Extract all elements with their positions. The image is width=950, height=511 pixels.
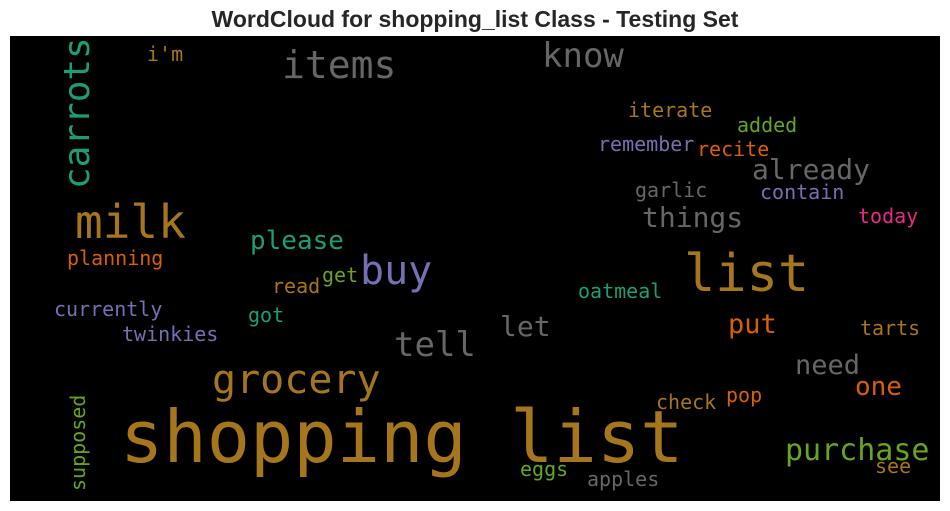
word-tell: tell xyxy=(394,325,476,365)
word-supposed: supposed xyxy=(66,394,90,491)
word-iterate: iterate xyxy=(628,98,713,122)
word-know: know xyxy=(542,36,624,76)
word-see: see xyxy=(875,454,912,478)
word-remember: remember xyxy=(598,132,695,156)
word-one: one xyxy=(855,372,902,402)
word-contain: contain xyxy=(760,180,845,204)
word-buy: buy xyxy=(360,248,433,294)
word-shopping-list: shopping list xyxy=(120,395,684,479)
word-tarts: tarts xyxy=(860,316,921,340)
word-added: added xyxy=(737,113,798,137)
word-get: get xyxy=(322,263,359,287)
word-carrots: carrots xyxy=(57,37,98,189)
word-apples: apples xyxy=(587,467,660,491)
word-items: items xyxy=(282,43,397,87)
word-check: check xyxy=(656,390,717,414)
word-list: list xyxy=(684,244,810,304)
chart-title: WordCloud for shopping_list Class - Test… xyxy=(211,6,739,32)
word-recite: recite xyxy=(697,137,770,161)
word-please: please xyxy=(250,226,344,256)
word-currently: currently xyxy=(54,297,163,321)
word-already: already xyxy=(752,153,871,186)
word-garlic: garlic xyxy=(635,178,708,202)
word-oatmeal: oatmeal xyxy=(578,279,663,303)
word-things: things xyxy=(642,201,744,234)
word-grocery: grocery xyxy=(212,357,381,403)
word-pop: pop xyxy=(726,383,763,407)
word-put: put xyxy=(728,309,777,340)
word-milk: milk xyxy=(75,195,186,249)
word-purchase: purchase xyxy=(785,433,930,468)
word-twinkies: twinkies xyxy=(122,322,219,346)
wordcloud-canvas: shopping list list milk carrots grocery items… xyxy=(10,36,940,501)
word-got: got xyxy=(248,303,285,327)
word-need: need xyxy=(795,350,861,381)
word-read: read xyxy=(272,274,321,298)
word-eggs: eggs xyxy=(520,457,569,481)
word-let: let xyxy=(500,310,551,343)
word-today: today xyxy=(858,204,919,228)
word-planning: planning xyxy=(67,246,164,270)
word-i-m: i'm xyxy=(147,42,184,66)
